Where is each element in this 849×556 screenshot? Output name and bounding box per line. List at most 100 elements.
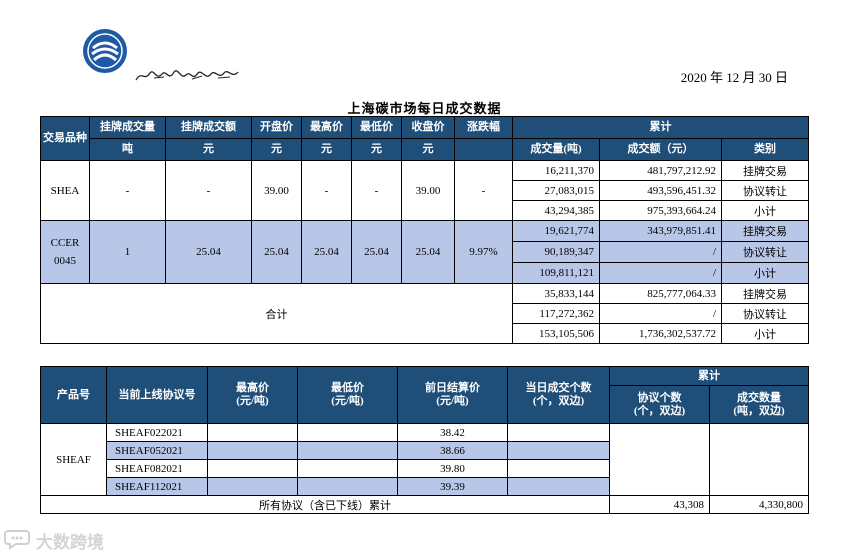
total-volume: 35,833,144 [512,283,600,304]
contract-daily [507,459,610,478]
shea-volume: 43,294,385 [512,200,600,221]
shea-volume: 27,083,015 [512,180,600,201]
shea-amount: 493,596,451.32 [599,180,722,201]
total-volume: 153,105,506 [512,323,600,344]
total-category: 协议转让 [720,303,810,324]
contract-count-blank [609,423,710,496]
header-low: 最低价 [351,116,402,139]
contract-settle: 38.42 [397,423,508,442]
product-shea: SHEA [40,160,90,221]
contract-high [207,459,298,478]
ccer-amount: / [599,241,722,263]
header-contract-count: 协议个数 (个，双边) [609,385,710,424]
all-contracts-total-label: 所有协议（含已下线）累计 [40,495,610,514]
contract-settle: 38.66 [397,441,508,460]
ccer-change: 9.97% [454,220,513,284]
total-category: 挂牌交易 [720,283,810,304]
header-cumulative-2: 累计 [609,366,809,386]
header-high: 最高价 [301,116,352,139]
contract-code: SHEAF022021 [106,423,208,442]
ccer-open: 25.04 [251,220,302,284]
header-product-no: 产品号 [40,366,107,424]
contract-code: SHEAF112021 [106,477,208,496]
contract-high [207,441,298,460]
ccer-listed-amount: 25.04 [165,220,252,284]
ccer-high: 25.04 [301,220,352,284]
header-open: 开盘价 [251,116,302,139]
shea-low: - [351,160,402,221]
header-cumulative: 累计 [511,116,810,139]
daily-trading-table: 交易品种 挂牌成交量 挂牌成交额 开盘价 最高价 最低价 收盘价 涨跌幅 累计 … [40,116,810,344]
shea-amount: 975,393,664.24 [599,200,722,221]
shea-volume: 16,211,370 [512,160,600,181]
header-amount-yuan: 成交额（元） [599,138,722,161]
watermark: 大数跨境 [4,526,124,553]
ccer-volume: 109,811,121 [512,262,600,284]
product-ccer: CCER 0045 [40,220,90,284]
contract-daily [507,423,610,442]
header-listed-amount: 挂牌成交额 [165,116,252,139]
contract-high [207,477,298,496]
header-change: 涨跌幅 [454,116,513,139]
contract-low [297,477,398,496]
header-category: 类别 [720,138,810,161]
shea-category: 挂牌交易 [720,160,810,181]
contract-daily [507,477,610,496]
unit-listed-amount: 元 [165,138,252,161]
ccer-volume: 90,189,347 [512,241,600,263]
shea-category: 小计 [720,200,810,221]
ccer-volume: 19,621,774 [512,220,600,242]
shea-change: - [454,160,513,221]
shea-amount: 481,797,212.92 [599,160,722,181]
forward-contract-table: 产品号 当前上线协议号 最高价 (元/吨) 最低价 (元/吨) 前日结算价 (元/吨)… [40,366,809,514]
ccer-amount: / [599,262,722,284]
header-daily-count: 当日成交个数 (个，双边) [507,366,610,424]
contract-settle: 39.39 [397,477,508,496]
total-amount: 825,777,064.33 [599,283,722,304]
total-amount: / [599,303,722,324]
total-amount: 1,736,302,537.72 [599,323,722,344]
exchange-signature [135,70,239,81]
contract-low [297,423,398,442]
ccer-low: 25.04 [351,220,402,284]
header-settle-price: 前日结算价 (元/吨) [397,366,508,424]
shea-open: 39.00 [251,160,302,221]
all-contracts-count: 43,308 [609,495,710,514]
ccer-close: 25.04 [401,220,455,284]
contract-low [297,459,398,478]
shea-listed-amount: - [165,160,252,221]
report-date: 2020 年 12 月 30 日 [680,70,788,85]
ccer-category: 协议转让 [720,241,810,263]
header-close: 收盘价 [401,116,455,139]
unit-low: 元 [351,138,402,161]
contract-settle: 39.80 [397,459,508,478]
header-high-price: 最高价 (元/吨) [207,366,298,424]
ccer-category: 小计 [720,262,810,284]
unit-open: 元 [251,138,302,161]
header-volume-t: 成交量(吨) [512,138,600,161]
unit-close: 元 [401,138,455,161]
document-title: 上海碳市场每日成交数据 [347,101,502,116]
contract-qty-blank [709,423,809,496]
contract-high [207,423,298,442]
ccer-amount: 343,979,851.41 [599,220,722,242]
header-low-price: 最低价 (元/吨) [297,366,398,424]
total-label: 合计 [40,283,513,344]
unit-high: 元 [301,138,352,161]
ccer-listed-volume: 1 [89,220,166,284]
watermark-text: 大数跨境 [36,533,104,553]
unit-listed-volume: 吨 [89,138,166,161]
header-listed-volume: 挂牌成交量 [89,116,166,139]
contract-code: SHEAF082021 [106,459,208,478]
header-trade-qty: 成交数量 (吨，双边) [709,385,809,424]
header-product: 交易品种 [40,116,90,161]
chat-bubble-icon [4,530,30,550]
shea-category: 协议转让 [720,180,810,201]
contract-daily [507,441,610,460]
total-volume: 117,272,362 [512,303,600,324]
ccer-category: 挂牌交易 [720,220,810,242]
shea-close: 39.00 [401,160,455,221]
product-sheaf: SHEAF [40,423,107,496]
shea-listed-volume: - [89,160,166,221]
unit-change [454,138,513,161]
